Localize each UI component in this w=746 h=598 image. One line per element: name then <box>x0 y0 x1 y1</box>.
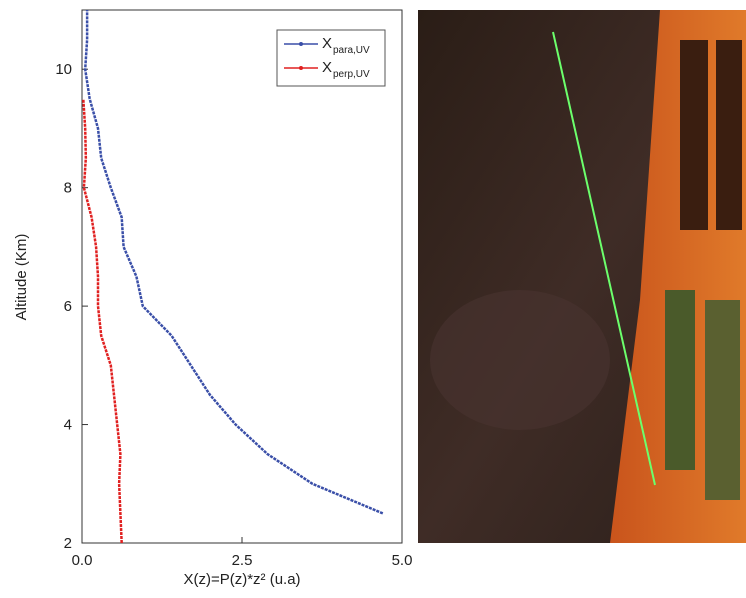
window <box>705 300 740 500</box>
legend-label: X <box>322 35 332 52</box>
window <box>680 40 708 230</box>
legend-label-sub: perp,UV <box>333 69 370 80</box>
plot-frame <box>81 9 403 544</box>
photo <box>418 10 746 543</box>
legend-marker <box>299 66 303 70</box>
x-tick-label: 2.5 <box>232 552 253 569</box>
y-tick-label: 4 <box>64 417 72 434</box>
series-line <box>83 10 384 515</box>
y-tick-label: 2 <box>64 535 72 552</box>
y-tick-label: 10 <box>55 61 72 78</box>
x-tick-label: 0.0 <box>72 552 93 569</box>
window <box>665 290 695 470</box>
legend-label: X <box>322 59 332 76</box>
window <box>716 40 742 230</box>
y-tick-label: 6 <box>64 298 72 315</box>
series-line <box>82 98 123 544</box>
legend <box>276 29 386 87</box>
cloud <box>430 290 610 430</box>
x-axis-label: X(z)=P(z)*z² (u.a) <box>183 571 300 588</box>
legend-label-sub: para,UV <box>333 45 370 56</box>
y-tick-label: 8 <box>64 180 72 197</box>
legend-marker <box>299 42 303 46</box>
y-axis-label: Altitude (Km) <box>13 234 30 321</box>
x-tick-label: 5.0 <box>392 552 413 569</box>
laser-beam <box>552 31 656 486</box>
